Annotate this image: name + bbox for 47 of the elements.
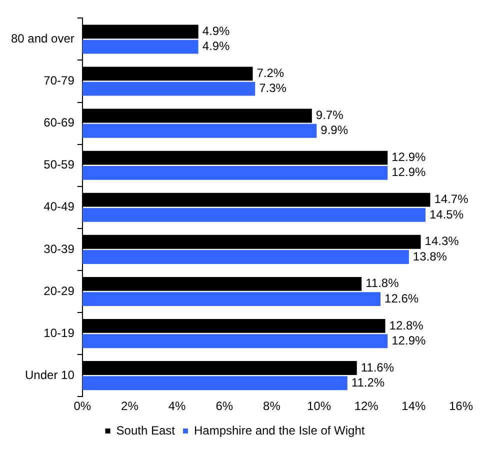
legend-label: South East [116, 423, 176, 438]
data-label: 4.9% [202, 24, 230, 38]
x-tick-label: 16% [448, 399, 474, 414]
data-label: 7.3% [259, 81, 287, 96]
y-tick-label: 60-69 [44, 116, 75, 130]
data-label: 11.8% [366, 276, 400, 290]
y-tick-label: 80 and over [10, 32, 74, 46]
y-tick-label: 20-29 [44, 284, 75, 298]
y-tick-label: 30-39 [44, 242, 75, 256]
data-label: 4.9% [202, 39, 230, 54]
y-tick-label: 50-59 [44, 158, 75, 172]
x-tick-label: 0% [74, 399, 92, 414]
bar [82, 376, 348, 390]
x-tick-label: 12% [354, 399, 379, 414]
y-tick-label: Under 10 [25, 368, 75, 382]
data-label: 9.9% [320, 123, 348, 138]
bar [82, 292, 381, 306]
bar [82, 250, 409, 264]
bar [82, 82, 256, 96]
data-label: 14.5% [429, 207, 464, 222]
x-tick-label: 10% [306, 399, 332, 414]
bar [82, 166, 388, 180]
data-label: 9.7% [316, 108, 344, 122]
data-label: 12.9% [392, 165, 426, 180]
bar [82, 40, 198, 54]
bar [82, 124, 317, 138]
x-tick-label: 6% [216, 399, 234, 414]
data-label: 12.9% [392, 150, 426, 164]
data-label: 11.2% [351, 375, 385, 390]
x-tick-label: 2% [121, 399, 139, 414]
x-tick-label: 8% [263, 399, 281, 414]
data-label: 13.8% [412, 249, 448, 264]
data-label: 7.2% [256, 66, 284, 80]
legend-label: Hampshire and the Isle of Wight [194, 423, 366, 438]
data-label: 12.9% [392, 333, 426, 348]
data-label: 12.6% [384, 291, 419, 306]
y-tick-label: 40-49 [44, 200, 75, 214]
data-label: 12.8% [389, 318, 424, 332]
data-label: 14.3% [424, 234, 460, 248]
y-tick-label: 70-79 [44, 74, 75, 88]
x-tick-label: 4% [168, 399, 186, 414]
data-label: 14.7% [434, 192, 469, 206]
x-tick-label: 14% [402, 399, 426, 414]
y-tick-label: 10-19 [44, 326, 75, 340]
bar [82, 334, 388, 348]
data-label: 11.6% [360, 360, 394, 374]
bar [82, 208, 426, 222]
